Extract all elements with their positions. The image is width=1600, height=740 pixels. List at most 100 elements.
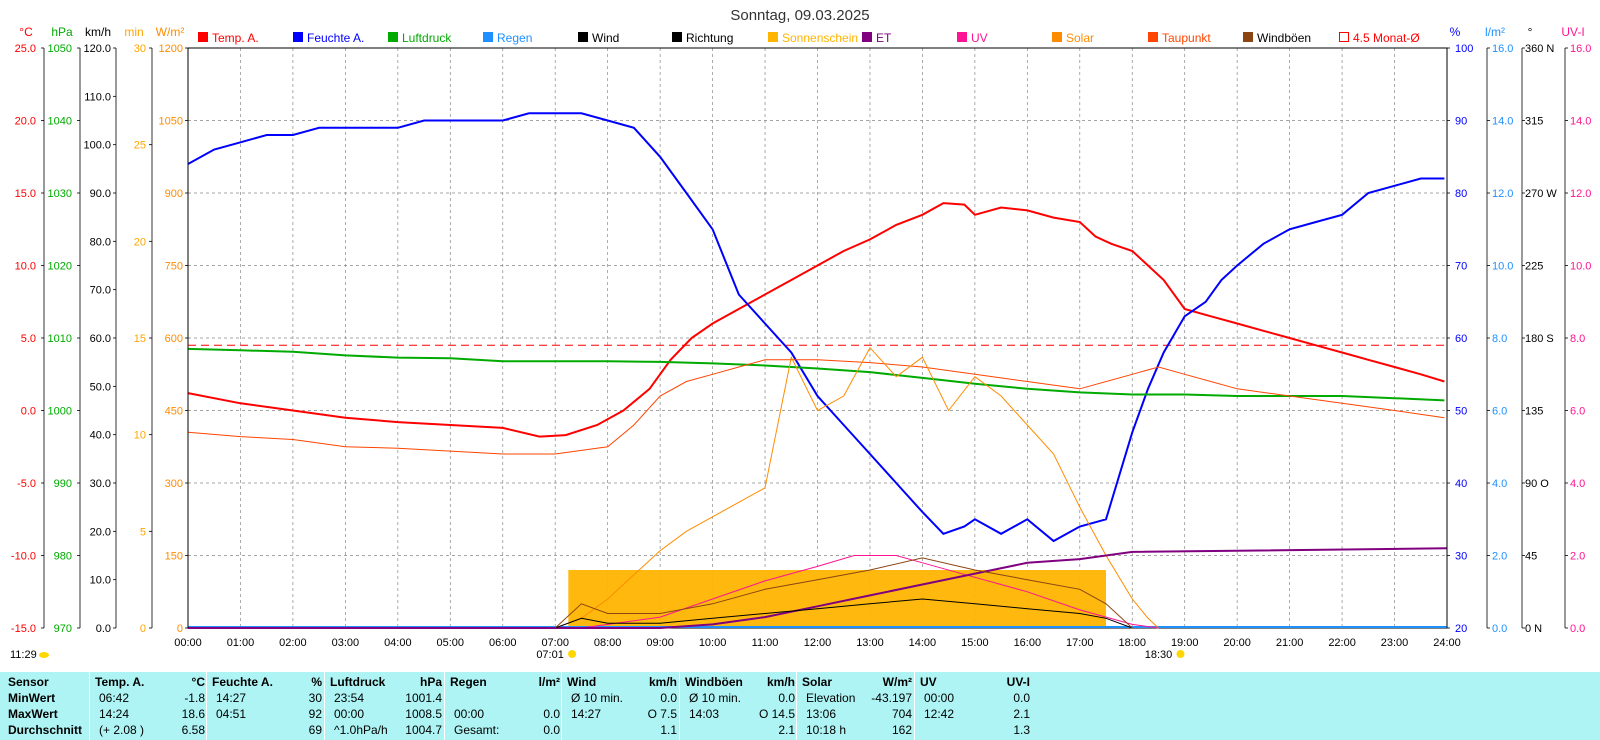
axis-tick-label: 1050	[48, 43, 72, 55]
axis-tick-label: 980	[54, 551, 72, 563]
axis-tick-label: 30	[134, 43, 146, 55]
legend-swatch	[388, 32, 398, 42]
axis-tick-label: 15	[134, 333, 146, 345]
stats-column-separator	[206, 672, 207, 740]
axis-tick-label: 110.0	[84, 91, 111, 103]
x-tick-label: 14:00	[909, 637, 937, 649]
axis-tick-label: 600	[165, 333, 183, 345]
stats-cell-value: 0.0	[1013, 691, 1030, 705]
stats-cell-label: ^1.0hPa/h	[334, 723, 388, 737]
stats-column-separator	[796, 672, 797, 740]
stats-cell-label: 13:06	[806, 707, 837, 721]
axis-tick-label: 135	[1525, 406, 1543, 418]
stats-cell-value: O 7.5	[647, 707, 677, 721]
axis-unit-label: km/h	[85, 25, 111, 39]
axis-tick-label: 30.0	[90, 478, 111, 490]
stats-unit: °C	[191, 675, 205, 689]
axis-tick-label: 1050	[159, 116, 183, 128]
axis-tick-label: 2.0	[1492, 551, 1507, 563]
stats-cell-value: 0.0	[543, 723, 560, 737]
stats-column-separator	[89, 672, 90, 740]
x-tick-label: 10:00	[699, 637, 727, 649]
x-tick-label: 11:00	[752, 637, 779, 649]
stats-row-label: MinWert	[8, 691, 56, 705]
legend-label: Wind	[592, 31, 619, 45]
stats-cell-value: -1.8	[184, 691, 205, 705]
x-tick-label: 08:00	[594, 637, 622, 649]
axis-tick-label: 10.0	[1570, 261, 1591, 273]
stats-cell-value: 6.58	[181, 723, 205, 737]
weather-chart: Sonntag, 09.03.2025 °C 25.0 20.0 15.0 10.0 5.0…	[10, 7, 1591, 661]
stats-cell-label: 10:18 h	[806, 723, 847, 737]
stats-cell-value: 1.1	[660, 723, 677, 737]
stats-header: Luftdruck	[330, 675, 386, 689]
legend-label: Solar	[1066, 31, 1094, 45]
axis-tick-label: 1200	[159, 43, 183, 55]
stats-cell-label: (+ 2.08 )	[99, 723, 145, 737]
daylength-label: 11:29	[10, 649, 37, 661]
x-tick-label: 21:00	[1276, 637, 1304, 649]
axis-tick-label: 0	[177, 623, 183, 635]
stats-cell-label: 14:03	[689, 707, 720, 721]
axis-tick-label: 90 O	[1525, 478, 1549, 490]
axis-tick-label: 225	[1525, 261, 1543, 273]
axis-tick-label: 315	[1525, 116, 1543, 128]
axis-tick-label: 60	[1455, 333, 1467, 345]
x-tick-label: 19:00	[1171, 637, 1199, 649]
stats-header: Solar	[802, 675, 833, 689]
axis-tick-label: 0 N	[1525, 623, 1542, 635]
axis-tick-label: 0.0	[96, 623, 111, 635]
axis-tick-label: 20	[1455, 623, 1467, 635]
axis-tick-label: 990	[54, 478, 72, 490]
axis-tick-label: 40	[1455, 478, 1467, 490]
stats-cell-value: 92	[308, 707, 322, 721]
axis-tick-label: 70.0	[90, 285, 111, 297]
legend-label: Richtung	[686, 31, 733, 45]
legend-label: UV	[971, 31, 988, 45]
legend-swatch	[1339, 32, 1349, 42]
sunset-icon	[1176, 650, 1185, 658]
axis-tick-label: 16.0	[1492, 43, 1513, 55]
axis-tick-label: 6.0	[1570, 406, 1585, 418]
axis-tick-label: 5	[140, 526, 146, 538]
axis-tick-label: 10.0	[15, 261, 36, 273]
x-tick-label: 07:00	[541, 637, 569, 649]
axis-tick-label: 80.0	[90, 236, 111, 248]
stats-cell-label: Elevation	[806, 691, 856, 705]
axis-tick-label: 1010	[48, 333, 72, 345]
axis-tick-label: 4.0	[1570, 478, 1585, 490]
stats-unit: hPa	[419, 675, 442, 689]
stats-header: Sensor	[8, 675, 49, 689]
axis-tick-label: 1040	[48, 116, 72, 128]
stats-cell-label: Ø 10 min.	[689, 691, 742, 705]
stats-header: Regen	[450, 675, 487, 689]
legend-swatch	[957, 32, 967, 42]
stats-header: Wind	[567, 675, 597, 689]
axis-tick-label: 0.0	[1570, 623, 1585, 635]
axis-tick-label: 4.0	[1492, 478, 1507, 490]
axis-tick-label: 50	[1455, 406, 1467, 418]
axis-tick-label: 20.0	[15, 116, 36, 128]
stats-cell-value: 30	[308, 691, 322, 705]
stats-cell-label: 00:00	[924, 691, 955, 705]
stats-table: Sensor MinWert MaxWert Durchschnitt Temp. A.…	[0, 672, 1600, 740]
axis-tick-label: 40.0	[90, 430, 111, 442]
stats-unit: W/m²	[882, 675, 912, 689]
x-tick-label: 24:00	[1433, 637, 1461, 649]
legend-label: Windböen	[1257, 31, 1311, 45]
axis-unit-label: %	[1450, 25, 1461, 39]
legend-swatch	[198, 32, 208, 42]
legend-label: Regen	[497, 31, 532, 45]
stats-cell-label: 04:51	[216, 707, 247, 721]
x-tick-label: 15:00	[961, 637, 989, 649]
series-line-solar	[555, 346, 1159, 629]
axis-tick-label: 16.0	[1570, 43, 1591, 55]
stats-header: Feuchte A.	[212, 675, 273, 689]
stats-cell-value: 1001.4	[405, 691, 442, 705]
x-tick-label: 03:00	[332, 637, 360, 649]
axis-tick-label: 2.0	[1570, 551, 1585, 563]
axis-tick-label: 70	[1455, 261, 1467, 273]
axis-tick-label: 750	[165, 261, 183, 273]
legend-swatch	[483, 32, 493, 42]
